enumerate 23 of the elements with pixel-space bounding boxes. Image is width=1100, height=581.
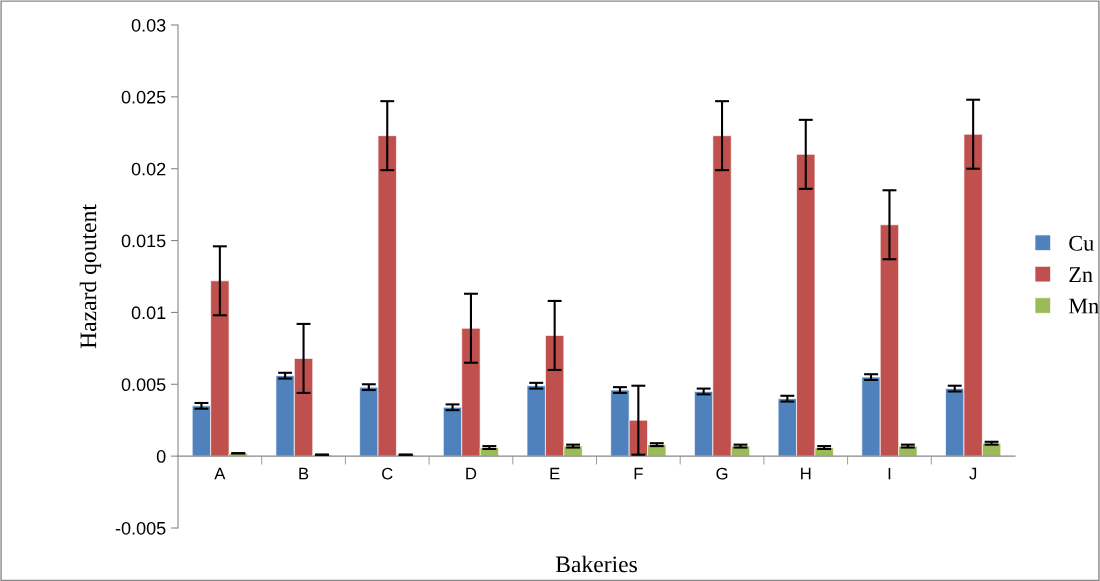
x-tick-label: D <box>466 467 477 480</box>
x-tick-label: H <box>801 467 811 480</box>
y-tick-label: 0.02 <box>131 162 166 176</box>
x-tick-label: B <box>299 467 309 480</box>
y-tick-label: 0.03 <box>131 18 166 32</box>
legend-label: Zn <box>1069 267 1093 282</box>
x-tick-label: I <box>888 467 891 480</box>
x-tick-label: G <box>716 467 728 480</box>
y-tick-label: 0.015 <box>121 234 166 248</box>
x-tick-label: C <box>382 467 393 480</box>
y-tick-label: 0 <box>156 450 166 463</box>
x-tick-label: J <box>969 467 977 480</box>
x-tick-label: F <box>634 467 643 480</box>
y-tick-label: 0.01 <box>131 306 166 320</box>
x-tick-label: E <box>550 467 560 480</box>
x-tick-label: A <box>214 467 226 480</box>
legend-label: Mn <box>1068 298 1099 314</box>
y-tick-label: -0.005 <box>115 521 166 535</box>
legend-label: Cu <box>1069 235 1094 251</box>
y-tick-label: 0.005 <box>121 378 166 392</box>
y-axis-title: Hazard qoutent <box>79 204 102 349</box>
y-tick-label: 0.025 <box>121 90 166 104</box>
x-axis-title: Bakeries <box>555 555 637 573</box>
